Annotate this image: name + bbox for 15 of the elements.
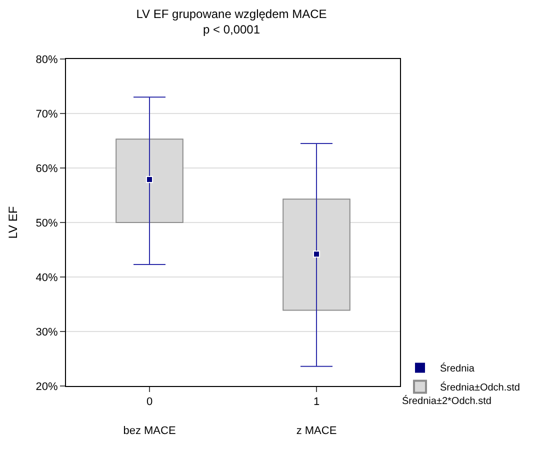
legend-label: Średnia xyxy=(440,362,475,375)
category-label: 0 bez MACE xyxy=(123,396,176,437)
category-label: 1 z MACE xyxy=(296,396,337,437)
y-tick-label: 30% xyxy=(36,326,58,338)
y-tick-label: 40% xyxy=(36,272,58,284)
chart-title: LV EF grupowane względem MACE xyxy=(136,6,327,21)
y-axis-title: LV EF xyxy=(6,206,20,239)
y-tick-label: 80% xyxy=(36,54,58,66)
y-tick-label: 20% xyxy=(36,380,58,393)
legend-label: Średnia±Odch.std xyxy=(440,382,520,394)
y-tick-label: 60% xyxy=(36,162,58,175)
text: Średnia±2*Odch.std xyxy=(402,395,492,407)
y-tick-label: 50% xyxy=(36,217,58,230)
y-tick-label: 70% xyxy=(36,108,58,120)
chart-subtitle: p < 0,0001 xyxy=(202,22,260,37)
